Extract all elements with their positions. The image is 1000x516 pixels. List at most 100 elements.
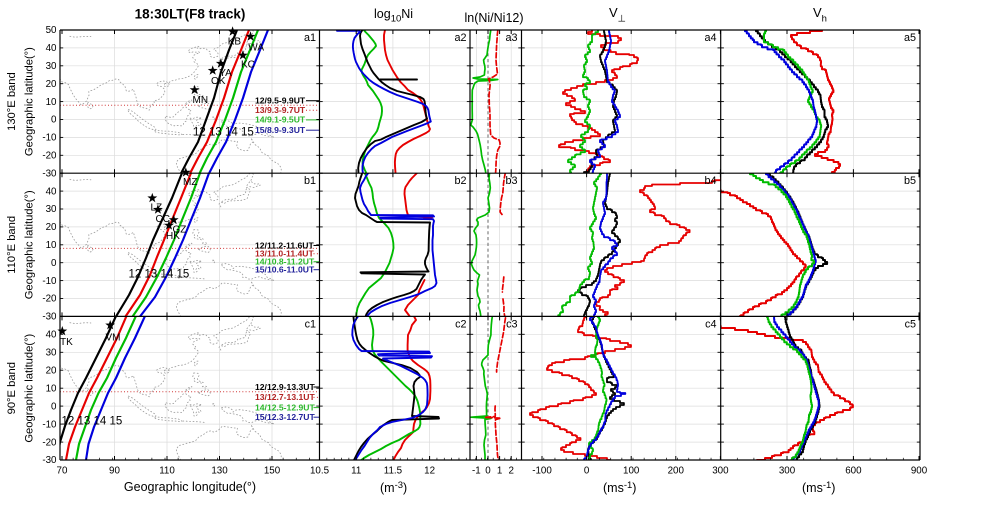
svg-text:110°E band: 110°E band xyxy=(6,216,18,274)
svg-text:30: 30 xyxy=(46,348,57,359)
svg-text:12 13 14 15: 12 13 14 15 xyxy=(193,127,254,139)
svg-text:WA: WA xyxy=(248,43,264,54)
svg-text:130: 130 xyxy=(211,466,228,477)
svg-text:12 13 14 15: 12 13 14 15 xyxy=(129,269,190,281)
svg-text:15/12.3-12.7UT: 15/12.3-12.7UT xyxy=(255,412,315,422)
svg-text:c4: c4 xyxy=(705,319,716,331)
svg-text:11.5: 11.5 xyxy=(384,466,403,477)
svg-text:0: 0 xyxy=(485,466,491,477)
svg-text:Geographic latitude(°): Geographic latitude(°) xyxy=(24,333,36,442)
svg-text:12: 12 xyxy=(424,466,435,477)
svg-text:-10: -10 xyxy=(42,419,57,430)
svg-text:40: 40 xyxy=(46,330,57,341)
svg-text:110: 110 xyxy=(159,466,175,477)
svg-text:(ms-1): (ms-1) xyxy=(802,480,835,495)
svg-text:0: 0 xyxy=(51,115,57,126)
svg-text:CC: CC xyxy=(156,214,170,225)
svg-text:KC: KC xyxy=(241,60,255,71)
svg-text:2: 2 xyxy=(508,466,513,477)
svg-text:0: 0 xyxy=(51,401,57,412)
svg-text:-20: -20 xyxy=(42,294,57,305)
svg-text:a5: a5 xyxy=(904,32,916,44)
svg-text:14/10.8-11.2UT: 14/10.8-11.2UT xyxy=(255,257,315,267)
svg-text:12/9.5-9.9UT: 12/9.5-9.9UT xyxy=(255,96,306,106)
svg-text:KB: KB xyxy=(228,37,242,48)
svg-text:a2: a2 xyxy=(454,32,466,44)
svg-text:40: 40 xyxy=(46,43,57,54)
svg-text:c1: c1 xyxy=(305,319,316,331)
svg-text:Geographic latitude(°): Geographic latitude(°) xyxy=(24,47,36,156)
svg-text:MN: MN xyxy=(193,95,209,106)
svg-text:VM: VM xyxy=(106,333,121,344)
svg-text:-30: -30 xyxy=(42,455,57,466)
svg-text:-30: -30 xyxy=(42,312,57,323)
svg-text:20: 20 xyxy=(46,79,57,90)
svg-text:70: 70 xyxy=(57,466,68,477)
svg-text:30: 30 xyxy=(46,61,57,72)
svg-text:c3: c3 xyxy=(506,319,517,331)
svg-text:15/8.9-9.3UT: 15/8.9-9.3UT xyxy=(255,125,306,135)
svg-text:50: 50 xyxy=(46,25,57,36)
svg-text:0: 0 xyxy=(584,466,590,477)
svg-text:10: 10 xyxy=(46,97,57,108)
svg-text:300: 300 xyxy=(712,466,729,477)
svg-text:-100: -100 xyxy=(532,466,552,477)
svg-text:11: 11 xyxy=(351,466,361,477)
svg-text:a1: a1 xyxy=(304,32,316,44)
svg-text:b2: b2 xyxy=(454,175,466,187)
svg-text:90: 90 xyxy=(109,466,120,477)
svg-text:b3: b3 xyxy=(505,175,517,187)
svg-text:90°E band: 90°E band xyxy=(6,362,18,414)
svg-text:130°E band: 130°E band xyxy=(6,72,18,131)
svg-text:12 13 14 15: 12 13 14 15 xyxy=(62,416,123,428)
svg-text:b1: b1 xyxy=(304,175,316,187)
svg-text:-20: -20 xyxy=(42,151,57,162)
svg-text:MZ: MZ xyxy=(183,177,197,188)
svg-text:-20: -20 xyxy=(42,437,57,448)
svg-text:1: 1 xyxy=(497,466,502,477)
svg-text:a3: a3 xyxy=(505,32,517,44)
svg-text:OK: OK xyxy=(211,76,226,87)
svg-text:TK: TK xyxy=(60,337,73,348)
svg-text:200: 200 xyxy=(668,466,685,477)
svg-text:30: 30 xyxy=(46,204,57,215)
svg-text:HK: HK xyxy=(166,231,180,242)
svg-text:(m-3): (m-3) xyxy=(380,480,407,495)
svg-text:18:30LT(F8 track): 18:30LT(F8 track) xyxy=(135,7,246,22)
svg-text:12/11.2-11.6UT: 12/11.2-11.6UT xyxy=(255,240,315,250)
svg-text:300: 300 xyxy=(779,466,796,477)
svg-text:13/11.0-11.4UT: 13/11.0-11.4UT xyxy=(255,249,315,259)
svg-text:0: 0 xyxy=(51,258,57,269)
svg-text:10.5: 10.5 xyxy=(310,466,330,477)
svg-text:(ms-1): (ms-1) xyxy=(603,480,636,495)
svg-text:a4: a4 xyxy=(704,32,716,44)
svg-text:15/10.6-11.0UT: 15/10.6-11.0UT xyxy=(255,265,315,275)
svg-text:12/12.9-13.3UT: 12/12.9-13.3UT xyxy=(255,382,315,392)
svg-text:-30: -30 xyxy=(42,168,57,179)
svg-text:-10: -10 xyxy=(42,133,57,144)
svg-text:c5: c5 xyxy=(905,319,916,331)
svg-text:10: 10 xyxy=(46,240,57,251)
svg-text:900: 900 xyxy=(911,466,928,477)
svg-text:c2: c2 xyxy=(455,319,466,331)
svg-text:13/12.7-13.1UT: 13/12.7-13.1UT xyxy=(255,392,315,402)
svg-text:14/12.5-12.9UT: 14/12.5-12.9UT xyxy=(255,402,315,412)
svg-text:Geographic latitude(°): Geographic latitude(°) xyxy=(24,190,36,299)
svg-text:ln(Ni/Ni12): ln(Ni/Ni12) xyxy=(464,11,523,25)
svg-text:14/9.1-9.5UT: 14/9.1-9.5UT xyxy=(255,115,306,125)
svg-text:Geographic longitude(°): Geographic longitude(°) xyxy=(124,480,256,494)
svg-text:-1: -1 xyxy=(472,466,481,477)
svg-text:-10: -10 xyxy=(42,276,57,287)
svg-text:40: 40 xyxy=(46,186,57,197)
svg-text:20: 20 xyxy=(46,365,57,376)
svg-text:20: 20 xyxy=(46,222,57,233)
svg-text:log10Ni: log10Ni xyxy=(374,7,413,25)
svg-text:b5: b5 xyxy=(904,175,916,187)
svg-text:13/9.3-9.7UT: 13/9.3-9.7UT xyxy=(255,105,306,115)
svg-text:150: 150 xyxy=(264,466,281,477)
svg-text:b4: b4 xyxy=(704,175,716,187)
svg-text:YA: YA xyxy=(219,68,232,79)
svg-text:GZ: GZ xyxy=(173,225,187,236)
svg-text:100: 100 xyxy=(623,466,640,477)
svg-text:600: 600 xyxy=(845,466,862,477)
